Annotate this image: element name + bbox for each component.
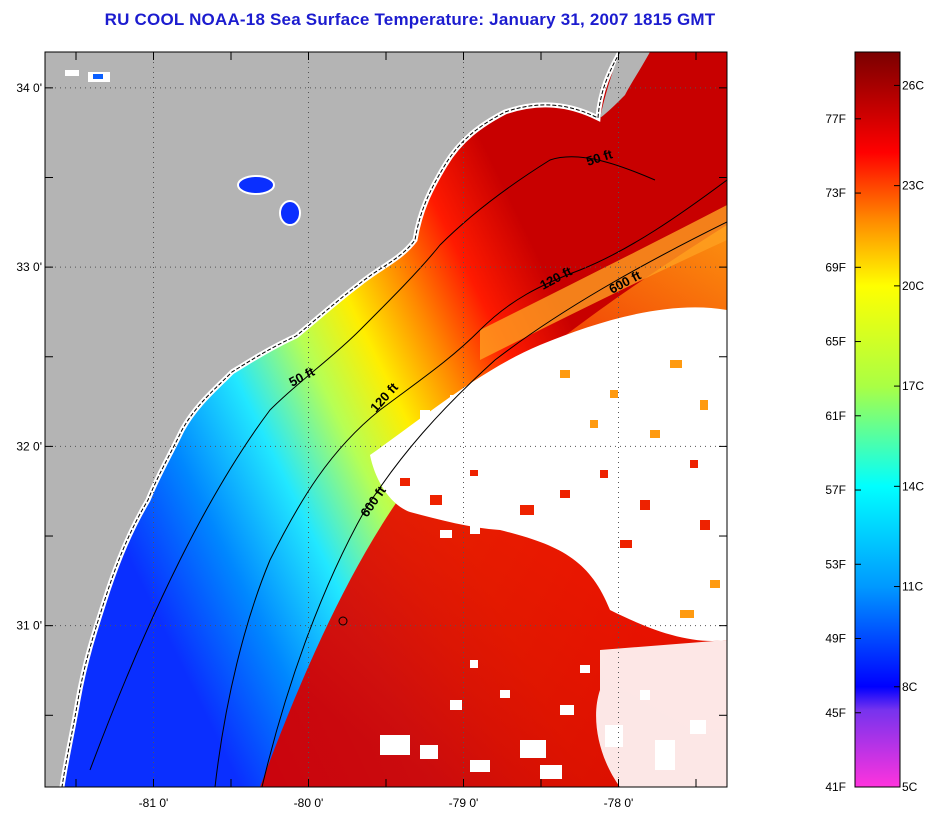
fahrenheit-label: 77F (825, 112, 846, 126)
lon-tick-label: -79 0' (449, 796, 479, 810)
map-plot-area: 50 ft 120 ft 600 ft 50 ft 120 ft 600 ft (45, 52, 727, 787)
lat-tick-label: 33 0' (16, 260, 42, 274)
fahrenheit-label: 69F (825, 260, 846, 274)
map-title: RU COOL NOAA-18 Sea Surface Temperature:… (104, 10, 716, 29)
contour-120ft (214, 179, 727, 787)
lat-tick-label: 34 0' (16, 81, 42, 95)
celsius-label: 26C (902, 78, 924, 92)
cloud-speckles (380, 320, 712, 779)
celsius-label: 20C (902, 279, 924, 293)
fahrenheit-label: 53F (825, 557, 846, 571)
colorbar-scale (854, 51, 901, 788)
lat-lon-grid (45, 52, 727, 787)
lon-tick-label: -81 0' (139, 796, 169, 810)
fahrenheit-label: 45F (825, 706, 846, 720)
fahrenheit-label: 65F (825, 335, 846, 349)
inland-lakes (65, 70, 301, 226)
warm-speckles (400, 460, 710, 548)
celsius-label: 23C (902, 179, 924, 193)
contour-600ft (261, 221, 727, 787)
celsius-label: 5C (902, 780, 918, 794)
celsius-label: 14C (902, 479, 924, 493)
axis-ticks: 34 0' 33 0' 32 0' 31 0' -81 0' -80 0' -79 0' -7… (16, 52, 727, 810)
fahrenheit-label: 61F (825, 409, 846, 423)
fahrenheit-label: 41F (825, 780, 846, 794)
celsius-label: 17C (902, 379, 924, 393)
lon-tick-label: -78 0' (604, 796, 634, 810)
colorbar-ticks: 26C 23C 20C 17C 14C 11C 8C 5C 77F 73F 69F 65F 61F 57F… (825, 78, 924, 794)
orange-speckles (560, 360, 720, 618)
fahrenheit-label: 49F (825, 632, 846, 646)
lon-tick-label: -80 0' (294, 796, 324, 810)
seamount-circle (338, 616, 348, 626)
contour-50ft (89, 156, 656, 771)
celsius-label: 8C (902, 680, 918, 694)
no-data-region (370, 307, 727, 641)
land-mass (45, 52, 620, 787)
lat-tick-label: 31 0' (16, 619, 42, 633)
fahrenheit-label: 73F (825, 186, 846, 200)
lat-tick-label: 32 0' (16, 439, 42, 453)
depth-contours (89, 156, 727, 787)
celsius-label: 11C (902, 580, 923, 594)
fahrenheit-label: 57F (825, 483, 846, 497)
